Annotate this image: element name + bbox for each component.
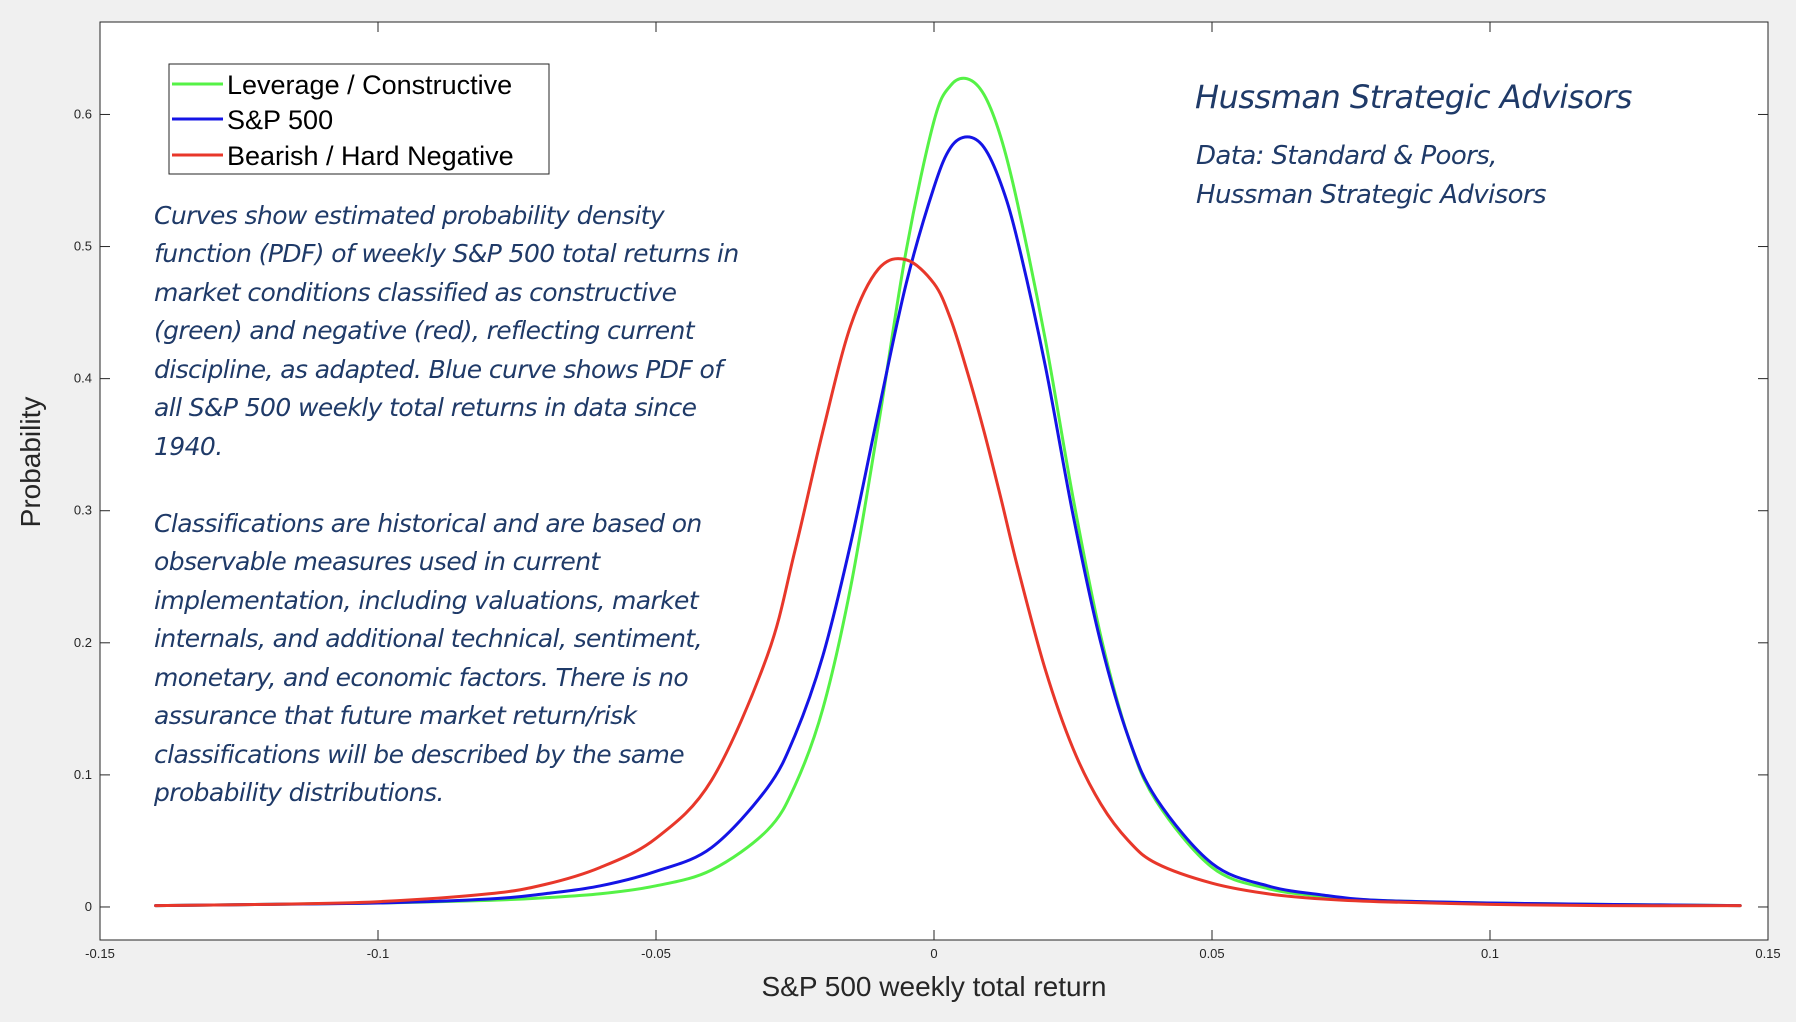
y-axis-ticks: 0 0.1 0.2 0.3 0.4 0.5 0.6: [74, 106, 1768, 914]
series-line-negative: [154, 257, 1742, 908]
note-p2-line-4: internals, and additional technical, sen…: [154, 624, 702, 653]
note-p2-line-6: assurance that future market return/risk: [154, 701, 639, 730]
note-p1-line-1: Curves show estimated probability densit…: [154, 201, 666, 230]
legend-label-constructive: Leverage / Constructive: [227, 70, 512, 100]
y-tick-label: 0.3: [74, 503, 92, 518]
legend-label-negative: Bearish / Hard Negative: [227, 141, 514, 171]
x-tick-label: 0.05: [1199, 946, 1224, 961]
y-tick-label: 0.1: [74, 767, 92, 782]
brand-title: Hussman Strategic Advisors: [1195, 78, 1632, 116]
x-axis-ticks: -0.15 -0.1 -0.05 0 0.05 0.1 0.15: [85, 22, 1781, 961]
note-p1-line-3: market conditions classified as construc…: [154, 278, 677, 307]
x-tick-label: 0.1: [1481, 946, 1499, 961]
note-p2-line-7: classifications will be described by the…: [154, 740, 684, 769]
series-lines: [154, 76, 1742, 908]
legend: Leverage / Constructive S&P 500 Bearish …: [168, 63, 550, 175]
y-axis-label: Probability: [15, 397, 46, 528]
note-p1-line-4: (green) and negative (red), reflecting c…: [154, 316, 696, 345]
legend-label-sp500: S&P 500: [227, 105, 333, 135]
y-tick-label: 0.5: [74, 239, 92, 254]
y-tick-label: 0.2: [74, 635, 92, 650]
note-p1-line-5: discipline, as adapted. Blue curve shows…: [154, 355, 726, 384]
source-line-1: Data: Standard & Poors,: [1196, 141, 1497, 171]
note-p2-line-1: Classifications are historical and are b…: [154, 509, 702, 538]
y-tick-label: 0.6: [74, 106, 92, 121]
note-p2-line-8: probability distributions.: [153, 778, 444, 807]
x-axis-label: S&P 500 weekly total return: [761, 971, 1106, 1002]
source-line-2: Hussman Strategic Advisors: [1196, 180, 1546, 210]
y-tick-label: 0: [85, 899, 92, 914]
note-p1-line-7: 1940.: [154, 432, 223, 461]
note-p1-line-2: function (PDF) of weekly S&P 500 total r…: [154, 239, 739, 268]
annotation: Curves show estimated probability densit…: [153, 201, 739, 807]
series-line-constructive: [154, 76, 1742, 908]
legend-box: [168, 63, 550, 175]
y-tick-label: 0.4: [74, 371, 92, 386]
note-p2-line-5: monetary, and economic factors. There is…: [154, 663, 688, 692]
x-tick-label: -0.1: [367, 946, 389, 961]
plot-area: [99, 21, 1769, 941]
x-tick-label: 0.15: [1755, 946, 1780, 961]
note-p2-line-2: observable measures used in current: [154, 547, 601, 576]
x-tick-label: 0: [930, 946, 937, 961]
note-p1-line-6: all S&P 500 weekly total returns in data…: [154, 393, 697, 422]
x-tick-label: -0.15: [85, 946, 115, 961]
series-line-sp500: [154, 135, 1742, 908]
branding: Hussman Strategic Advisors Data: Standar…: [1195, 78, 1632, 210]
x-tick-label: -0.05: [641, 946, 671, 961]
note-p2-line-3: implementation, including valuations, ma…: [154, 586, 700, 615]
